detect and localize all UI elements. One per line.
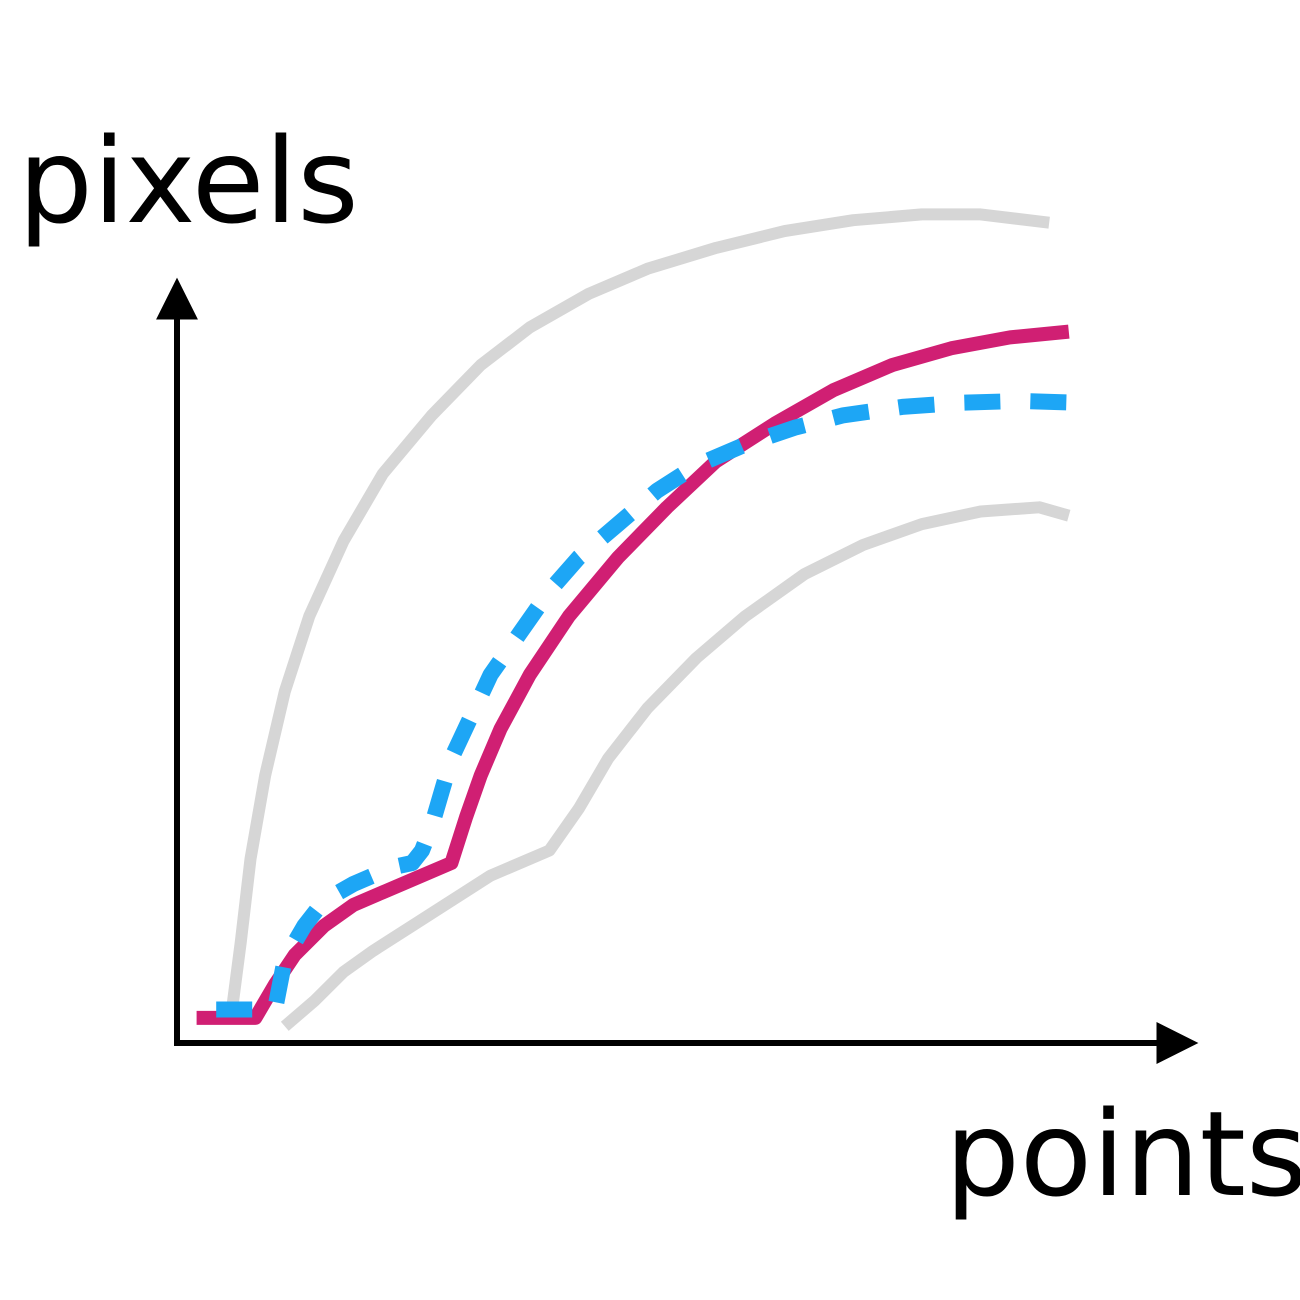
series-line-measured	[216, 393, 1079, 1018]
y-axis-label: pixels	[18, 112, 359, 250]
series-line-upper-bound	[224, 208, 1050, 1019]
series-layer	[196, 208, 1079, 1031]
series-line-lower-bound	[280, 501, 1071, 1031]
x-axis-label: points	[945, 1085, 1300, 1223]
series-line-fitted	[196, 324, 1070, 1025]
